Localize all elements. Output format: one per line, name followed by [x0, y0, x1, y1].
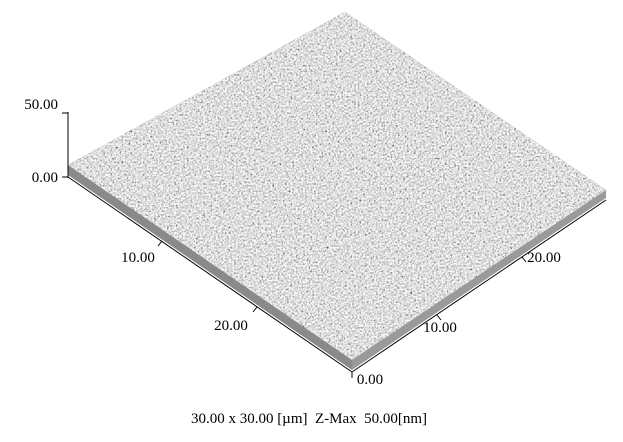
- z-tick-label: 0.00: [32, 170, 58, 186]
- x-tick-label: 20.00: [214, 318, 248, 334]
- y-tick-label: 10.00: [423, 320, 457, 336]
- tick: [158, 241, 162, 246]
- afm-figure: 50.00 0.00 10.00 20.00 0.00 10.00 20.00 …: [0, 0, 623, 442]
- tick: [253, 307, 257, 312]
- x-tick-label: 10.00: [121, 250, 155, 266]
- y-tick-label: 20.00: [527, 250, 561, 266]
- y-tick-label: 0.00: [357, 372, 383, 388]
- tick: [522, 257, 526, 262]
- caption: 30.00 x 30.00 [µm] Z-Max 50.00[nm]: [191, 411, 427, 427]
- surface: [60, 8, 610, 368]
- z-tick-label: 50.00: [24, 97, 58, 113]
